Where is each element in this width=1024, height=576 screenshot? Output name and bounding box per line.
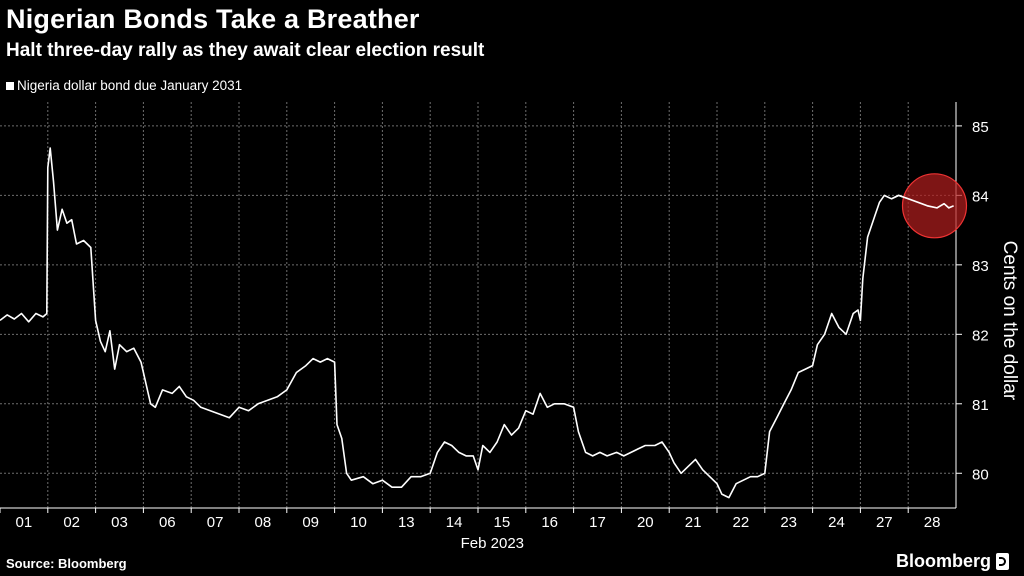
bloomberg-logo-icon	[996, 553, 1010, 570]
x-tick-label: 03	[111, 514, 128, 531]
x-tick-label: 20	[637, 514, 654, 531]
x-tick-label: 23	[780, 514, 797, 531]
y-tick-label: 85	[972, 119, 989, 136]
x-tick-label: 09	[302, 514, 319, 531]
x-tick-label: 14	[446, 514, 463, 531]
x-tick-label: 17	[589, 514, 606, 531]
y-tick-label: 81	[972, 397, 989, 414]
x-tick-label: 10	[350, 514, 367, 531]
x-tick-label: 08	[255, 514, 272, 531]
legend-label: Nigeria dollar bond due January 2031	[17, 78, 243, 93]
x-tick-label: 01	[16, 514, 33, 531]
x-axis-label: Feb 2023	[461, 535, 524, 552]
x-tick-label: 02	[63, 514, 80, 531]
y-tick-label: 83	[972, 258, 989, 275]
y-tick-label: 84	[972, 188, 989, 205]
chart-subtitle: Halt three-day rally as they await clear…	[6, 40, 485, 61]
chart-title: Nigerian Bonds Take a Breather	[6, 4, 420, 34]
x-tick-label: 28	[924, 514, 941, 531]
x-tick-label: 27	[876, 514, 893, 531]
x-tick-label: 06	[159, 514, 176, 531]
x-tick-label: 13	[398, 514, 415, 531]
series-line	[0, 147, 954, 499]
x-tick-label: 15	[494, 514, 511, 531]
bloomberg-logo: Bloomberg	[896, 551, 1010, 572]
legend: Nigeria dollar bond due January 2031	[6, 78, 242, 93]
y-tick-label: 82	[972, 327, 989, 344]
legend-swatch	[6, 81, 14, 90]
x-tick-label: 21	[685, 514, 702, 531]
x-tick-label: 22	[733, 514, 750, 531]
y-axis-label: Cents on the dollar	[999, 241, 1020, 401]
highlight-circle	[901, 173, 968, 239]
x-tick-label: 16	[541, 514, 558, 531]
x-tick-label: 24	[828, 514, 845, 531]
brand-name: Bloomberg	[896, 551, 992, 571]
y-tick-label: 80	[972, 466, 989, 483]
source-note: Source: Bloomberg	[6, 556, 127, 571]
x-tick-label: 07	[207, 514, 224, 531]
series-line-highlighted	[891, 194, 954, 209]
